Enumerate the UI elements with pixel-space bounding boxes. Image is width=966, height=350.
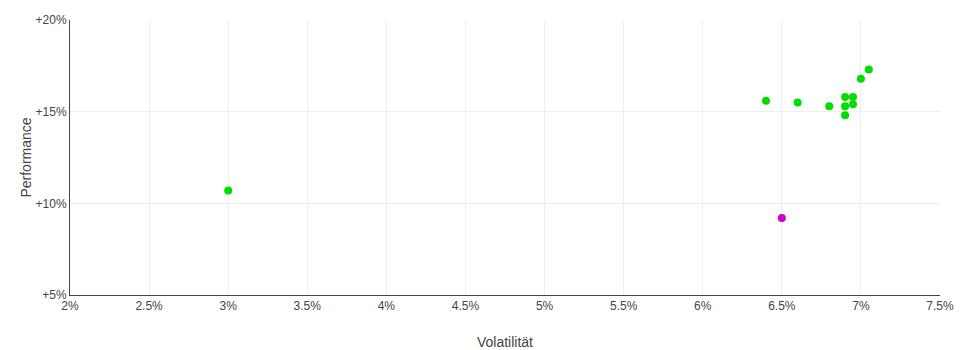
svg-text:6%: 6% bbox=[694, 299, 712, 313]
svg-text:4.5%: 4.5% bbox=[452, 299, 480, 313]
svg-text:Performance: Performance bbox=[18, 117, 34, 197]
svg-text:3%: 3% bbox=[220, 299, 238, 313]
svg-text:Volatilität: Volatilität bbox=[477, 334, 533, 350]
svg-text:4%: 4% bbox=[378, 299, 396, 313]
svg-text:2%: 2% bbox=[61, 299, 79, 313]
svg-text:5.5%: 5.5% bbox=[610, 299, 638, 313]
svg-text:+15%: +15% bbox=[36, 105, 67, 119]
svg-text:7.5%: 7.5% bbox=[926, 299, 954, 313]
svg-text:2.5%: 2.5% bbox=[135, 299, 163, 313]
svg-text:+20%: +20% bbox=[36, 13, 67, 27]
svg-text:7%: 7% bbox=[852, 299, 870, 313]
svg-text:+5%: +5% bbox=[42, 288, 67, 302]
svg-text:3.5%: 3.5% bbox=[294, 299, 322, 313]
svg-text:5%: 5% bbox=[536, 299, 554, 313]
svg-text:6.5%: 6.5% bbox=[768, 299, 796, 313]
svg-text:+10%: +10% bbox=[36, 197, 67, 211]
